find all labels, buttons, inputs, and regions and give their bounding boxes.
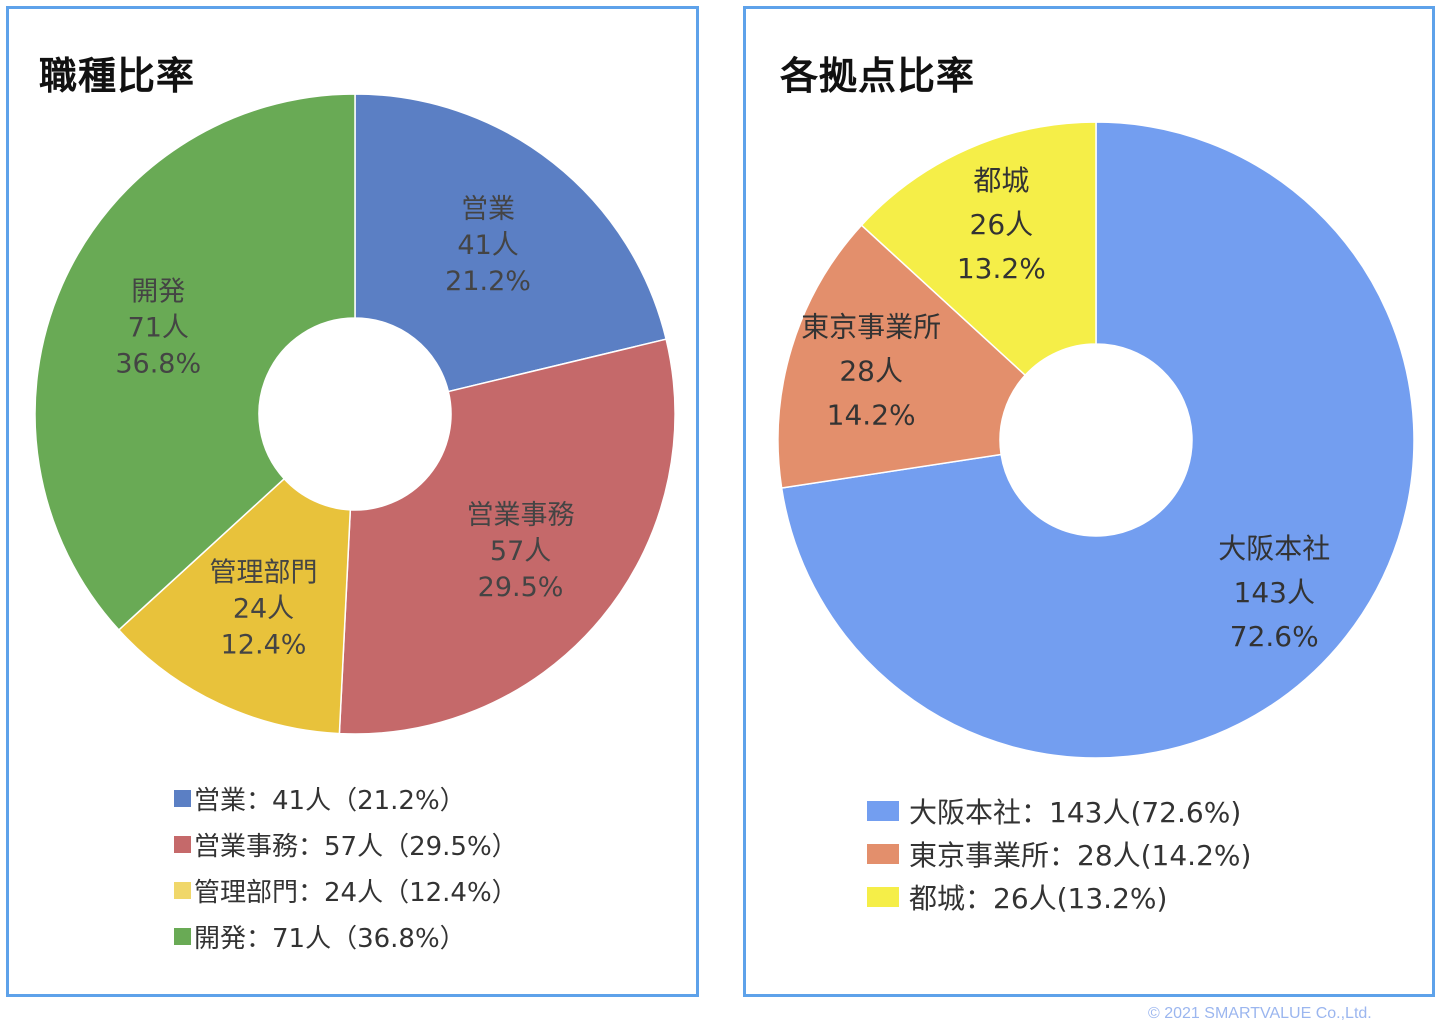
legend-label: 営業事務：57人（29.5%） bbox=[194, 831, 518, 862]
legend-swatch bbox=[867, 886, 899, 907]
slice-label-percents: 13.2% bbox=[957, 252, 1046, 285]
slice-label-counts: 57人 bbox=[490, 536, 551, 567]
job-type-donut: 営業 41人 21.2% 営業事務 57人 29.5% 管理部門 24人 12.4% 開発 71人 3… bbox=[34, 93, 676, 735]
location-chart-panel: 各拠点比率 大阪本社 143人 72.6% 東京事業所 28人 14.2% 都城 26人 13.… bbox=[743, 6, 1435, 997]
slice-label-counts: 71人 bbox=[128, 312, 189, 343]
location-donut: 大阪本社 143人 72.6% 東京事業所 28人 14.2% 都城 26人 13.2% bbox=[777, 121, 1415, 759]
legend-item: 開発：71人（36.8%） bbox=[174, 913, 518, 959]
donut-slice-2 bbox=[117, 477, 352, 735]
legend-swatch bbox=[867, 800, 899, 821]
slice-label-categories: 都城 bbox=[973, 164, 1029, 197]
donut-slice-1 bbox=[777, 224, 1027, 489]
legend-swatch bbox=[174, 835, 191, 853]
slice-label-percents: 21.2% bbox=[445, 266, 531, 297]
chart-title: 各拠点比率 bbox=[780, 54, 976, 98]
legend-item: 営業：41人（21.2%） bbox=[174, 775, 518, 821]
legend-item: 営業事務：57人（29.5%） bbox=[174, 821, 518, 867]
legend-label: 営業：41人（21.2%） bbox=[194, 785, 466, 816]
legend-item: 都城：26人(13.2%) bbox=[867, 875, 1251, 918]
slice-label-percents: 29.5% bbox=[478, 572, 564, 603]
copyright: © 2021 SMARTVALUE Co.,Ltd. bbox=[1148, 1005, 1372, 1022]
slice-label-categories: 営業事務 bbox=[467, 500, 575, 531]
donut-slice-3 bbox=[34, 93, 356, 631]
slice-label-percents: 36.8% bbox=[115, 348, 201, 379]
slice-label-categories: 大阪本社 bbox=[1218, 532, 1330, 565]
donut-slice-0 bbox=[780, 121, 1415, 759]
legend-label: 大阪本社：143人(72.6%) bbox=[909, 795, 1242, 829]
legend-swatch bbox=[867, 843, 899, 864]
slice-label-categories: 管理部門 bbox=[210, 558, 318, 589]
legend-item: 管理部門：24人（12.4%） bbox=[174, 867, 518, 913]
legend-label: 開発：71人（36.8%） bbox=[194, 923, 466, 954]
legend-label: 都城：26人(13.2%) bbox=[909, 881, 1168, 915]
donut-slice-1 bbox=[338, 338, 676, 735]
legend-label: 管理部門：24人（12.4%） bbox=[194, 877, 518, 908]
donut-slice-0 bbox=[354, 93, 668, 393]
legend-swatch bbox=[174, 789, 191, 807]
legend: 大阪本社：143人(72.6%) 東京事業所：28人(14.2%) 都城：26人… bbox=[867, 789, 1251, 918]
job-type-chart-panel: 職種比率 営業 41人 21.2% 営業事務 57人 29.5% 管理部門 24人 12.4% 開… bbox=[6, 6, 699, 997]
slice-label-percents: 14.2% bbox=[827, 399, 916, 432]
legend-swatch bbox=[174, 927, 191, 945]
legend-label: 東京事業所：28人(14.2%) bbox=[909, 838, 1252, 872]
legend-item: 東京事業所：28人(14.2%) bbox=[867, 832, 1251, 875]
chart-title: 職種比率 bbox=[39, 54, 196, 98]
slice-label-percents: 12.4% bbox=[221, 630, 307, 661]
slice-label-counts: 143人 bbox=[1234, 576, 1315, 609]
donut-slice-2 bbox=[860, 121, 1097, 377]
slice-label-counts: 26人 bbox=[970, 208, 1034, 241]
legend-item: 大阪本社：143人(72.6%) bbox=[867, 789, 1251, 832]
legend-swatch bbox=[174, 881, 191, 899]
slice-label-categories: 開発 bbox=[131, 276, 185, 307]
slice-label-categories: 東京事業所 bbox=[801, 311, 941, 344]
slice-label-counts: 24人 bbox=[233, 594, 294, 625]
slice-label-percents: 72.6% bbox=[1230, 620, 1319, 653]
legend: 営業：41人（21.2%） 営業事務：57人（29.5%） 管理部門：24人（1… bbox=[174, 775, 518, 959]
slice-label-categories: 営業 bbox=[461, 194, 515, 225]
slice-label-counts: 28人 bbox=[839, 355, 903, 388]
slice-label-counts: 41人 bbox=[457, 230, 518, 261]
